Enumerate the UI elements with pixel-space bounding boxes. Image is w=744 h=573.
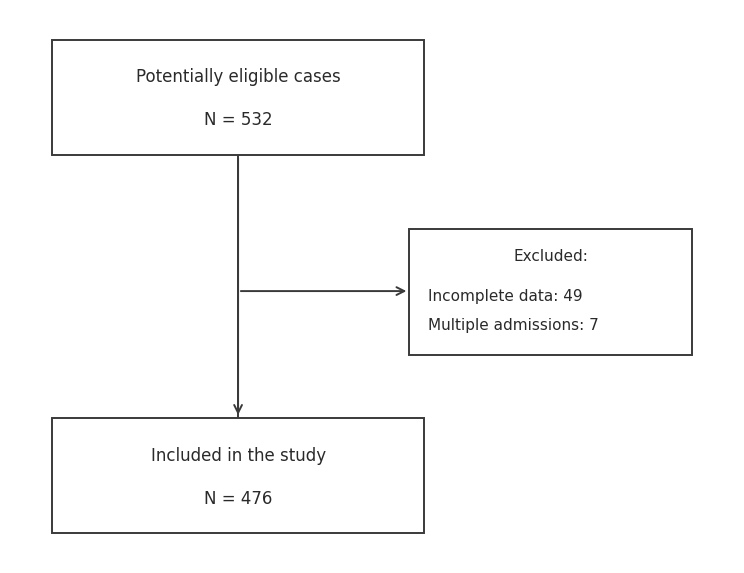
FancyBboxPatch shape <box>409 229 692 355</box>
FancyBboxPatch shape <box>52 40 424 155</box>
Text: N = 532: N = 532 <box>204 111 272 129</box>
Text: N = 476: N = 476 <box>204 489 272 508</box>
Text: Potentially eligible cases: Potentially eligible cases <box>135 68 341 87</box>
Text: Multiple admissions: 7: Multiple admissions: 7 <box>428 318 599 333</box>
FancyBboxPatch shape <box>52 418 424 533</box>
Text: Excluded:: Excluded: <box>513 249 588 264</box>
Text: Included in the study: Included in the study <box>150 446 326 465</box>
Text: Incomplete data: 49: Incomplete data: 49 <box>428 289 583 304</box>
